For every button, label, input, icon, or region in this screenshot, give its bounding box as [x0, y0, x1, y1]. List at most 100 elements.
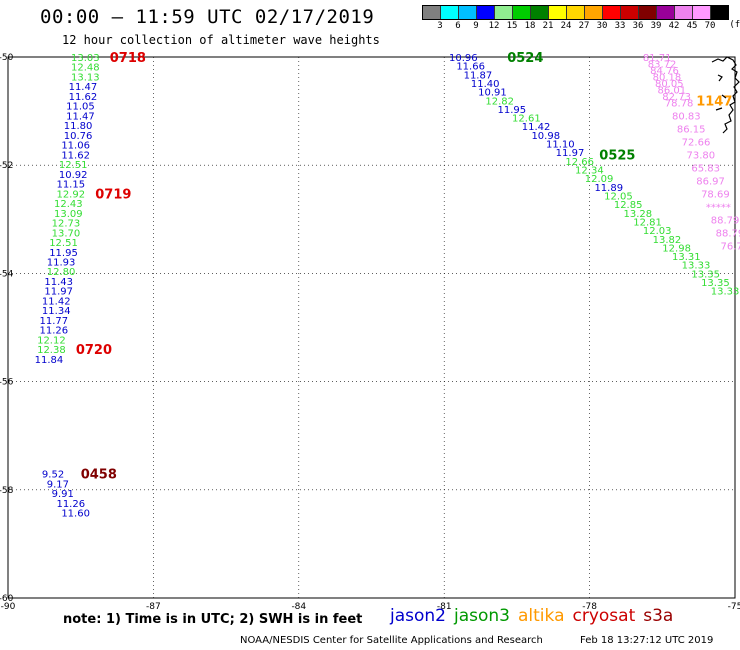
scale-label: 27	[578, 21, 590, 31]
chart-title: 00:00 – 11:59 UTC 02/17/2019	[40, 6, 375, 28]
swh-value-label: 10.92	[59, 170, 88, 181]
swh-value-label: 76.76	[720, 241, 740, 252]
y-tick-label: -50	[0, 53, 14, 63]
y-tick-label: -60	[0, 594, 14, 604]
scale-label: 39	[650, 21, 662, 31]
scale-label: 9	[473, 21, 479, 31]
swh-value-label: 73.80	[687, 150, 716, 161]
swh-value-label: 11.42	[522, 122, 551, 133]
swh-value-label: 82.73	[662, 92, 691, 103]
swh-value-label: 12.12	[37, 335, 66, 346]
scale-label: 21	[542, 21, 554, 31]
swh-value-label: 86.97	[696, 176, 725, 187]
color-scale-boxes	[422, 5, 729, 20]
swh-value-label: 11.42	[42, 296, 71, 307]
swh-value-label: 11.97	[44, 287, 73, 298]
satellite-legend: jason2 jason3 altika cryosat s3a	[390, 606, 681, 626]
scale-label: 36	[632, 21, 644, 31]
swh-value-label: 13.28	[624, 209, 653, 220]
swh-value-label: 81.71	[643, 53, 672, 64]
scale-swatch	[711, 6, 728, 19]
swh-value-label: 11.93	[47, 257, 76, 268]
plot-frame	[7, 56, 736, 599]
scale-swatch	[423, 6, 441, 19]
swh-value-label: 12.61	[512, 114, 541, 125]
swh-value-label: 13.13	[71, 72, 100, 83]
swh-value-label: 12.51	[59, 160, 88, 171]
swh-value-label: 9.91	[52, 489, 74, 500]
swh-value-label: 80.18	[653, 72, 682, 83]
satellite-jason3: jason3	[454, 606, 510, 626]
satellite-jason2: jason2	[390, 606, 446, 626]
y-tick-label: -56	[0, 378, 14, 388]
scale-swatch	[693, 6, 711, 19]
swh-value-label: 78.69	[701, 189, 730, 200]
swh-value-label: 11.60	[61, 509, 90, 520]
scale-label: 30	[596, 21, 608, 31]
swh-value-label: 11.95	[498, 105, 527, 116]
y-tick-label: -52	[0, 161, 13, 171]
swh-value-label: 11.26	[56, 499, 85, 510]
satellite-s3a: s3a	[643, 606, 674, 626]
pass-time-label: 0525	[599, 148, 635, 163]
scale-swatch	[621, 6, 639, 19]
scale-swatch	[459, 6, 477, 19]
scale-swatch	[675, 6, 693, 19]
scale-swatch	[639, 6, 657, 19]
swh-value-label: 12.43	[54, 199, 83, 210]
footer-note: note: 1) Time is in UTC; 2) SWH is in fe…	[63, 612, 363, 627]
swh-value-label: *****	[706, 202, 731, 213]
swh-value-label: 11.62	[61, 150, 90, 161]
swh-value-label: 13.09	[54, 209, 83, 220]
swh-value-label: 10.96	[449, 53, 478, 64]
swh-value-label: 11.26	[40, 326, 69, 337]
swh-value-label: 9.17	[47, 479, 69, 490]
swh-value-label: 12.85	[614, 200, 643, 211]
scale-label: 33	[614, 21, 626, 31]
swh-value-label: 11.80	[64, 121, 93, 132]
swh-value-label: 12.80	[47, 267, 76, 278]
swh-value-label: 11.47	[69, 82, 98, 93]
swh-value-label: 10.91	[478, 88, 507, 99]
swh-value-label: 13.33	[711, 287, 740, 298]
swh-value-label: 12.03	[643, 226, 672, 237]
scale-swatch	[585, 6, 603, 19]
x-tick-label: -87	[146, 602, 161, 612]
swh-value-label: 13.35	[691, 269, 720, 280]
pass-time-label: 0720	[76, 343, 112, 358]
pass-time-label: 0719	[95, 187, 131, 202]
satellite-altika: altika	[518, 606, 565, 626]
swh-value-label: 11.34	[42, 306, 71, 317]
scale-swatch	[441, 6, 459, 19]
swh-value-label: 11.77	[40, 316, 69, 327]
scale-swatch	[513, 6, 531, 19]
swh-value-label: 13.33	[682, 261, 711, 272]
swh-value-label: 11.47	[66, 111, 95, 122]
swh-value-label: 88.79	[716, 228, 740, 239]
scale-label: 15	[506, 21, 518, 31]
swh-value-label: 13.03	[71, 53, 100, 64]
scale-swatch	[567, 6, 585, 19]
scale-label: 3	[437, 21, 443, 31]
swh-value-label: 11.06	[61, 141, 90, 152]
swh-value-label: 11.89	[594, 183, 623, 194]
swh-value-label: 11.62	[69, 92, 98, 103]
swh-value-label: 13.70	[52, 228, 81, 239]
scale-swatch	[549, 6, 567, 19]
scale-label: 18	[524, 21, 536, 31]
swh-value-label: 12.73	[52, 219, 81, 230]
swh-value-label: 12.38	[37, 345, 66, 356]
swh-value-label: 86.15	[677, 124, 706, 135]
scale-swatch	[495, 6, 513, 19]
scale-label: 45	[686, 21, 698, 31]
x-tick-label: -90	[1, 602, 16, 612]
swh-value-label: 11.84	[35, 355, 64, 366]
swh-value-label: 12.82	[485, 96, 514, 107]
swh-value-label: 13.82	[653, 235, 682, 246]
timestamp-text: Feb 18 13:27:12 UTC 2019	[580, 635, 714, 646]
swh-value-label: 12.98	[662, 243, 691, 254]
satellite-cryosat: cryosat	[572, 606, 636, 626]
